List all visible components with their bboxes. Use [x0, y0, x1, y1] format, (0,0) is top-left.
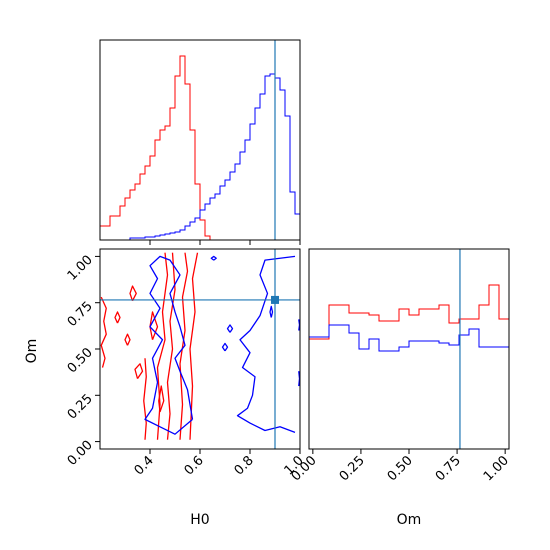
- contour-blue-1: [236, 255, 296, 433]
- contour-blue-6: [298, 371, 300, 387]
- contour-blue-2: [210, 255, 217, 261]
- contour-red-5: [143, 358, 147, 440]
- panel-om-histogram: [308, 248, 510, 450]
- truth-marker: [271, 295, 279, 304]
- x-axis-label-om: Om: [397, 512, 422, 528]
- x-axis-label-h0: H0: [190, 512, 209, 528]
- contour-blue-3: [221, 342, 229, 352]
- y-axis-label-om: Om: [24, 339, 40, 364]
- om-histogram-red: [308, 284, 510, 449]
- contour-red-7: [149, 311, 159, 340]
- contour-red-11: [124, 333, 131, 346]
- contour-blue-7: [298, 319, 300, 331]
- contour-red-3: [179, 252, 189, 440]
- contour-blue-0: [144, 255, 194, 435]
- h0-histogram-blue: [100, 73, 301, 241]
- contour-red-8: [158, 385, 165, 413]
- contour-red-6: [134, 363, 144, 379]
- panel-h0-om-contour: [99, 248, 301, 450]
- contour-red-10: [129, 285, 137, 302]
- contour-blue-4: [226, 324, 234, 333]
- contour-red-0: [100, 296, 107, 368]
- om-histogram-blue: [308, 324, 510, 441]
- contour-red-2: [166, 252, 176, 440]
- contour-red-4: [189, 252, 199, 440]
- contour-red-9: [114, 311, 121, 324]
- contour-red-1: [156, 252, 169, 440]
- panel-h0-histogram: [99, 39, 301, 241]
- contour-lines: [100, 252, 300, 440]
- contour-blue-5: [269, 305, 274, 318]
